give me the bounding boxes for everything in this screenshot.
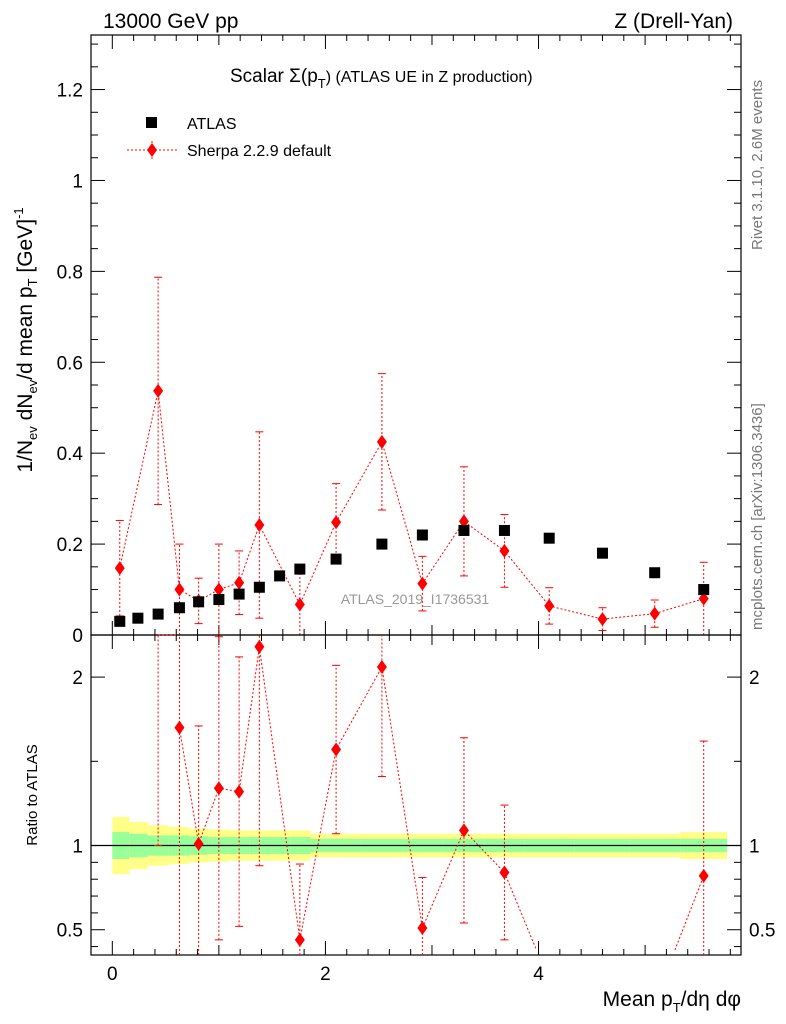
atlas-point xyxy=(253,581,265,593)
atlas-point xyxy=(498,524,510,536)
legend-sherpa-marker xyxy=(147,143,157,157)
ylabel-d: [GeV] xyxy=(14,219,37,279)
ylabel-sup: -1 xyxy=(11,207,26,219)
atlas-point xyxy=(698,584,710,596)
main-ytick-label: 1.2 xyxy=(57,81,83,102)
atlas-point xyxy=(596,547,608,559)
atlas-point xyxy=(543,532,555,544)
legend: ATLAS Sherpa 2.2.9 default xyxy=(127,116,332,160)
ratio-point xyxy=(294,932,305,947)
sherpa-point xyxy=(331,515,342,530)
atlas-point xyxy=(458,524,470,536)
sherpa-point xyxy=(254,518,265,532)
ratio-ylabel: Ratio to ATLAS xyxy=(24,744,41,845)
ratio-point xyxy=(417,921,428,936)
xlabel: Mean pT/dη dφ xyxy=(603,988,741,1015)
sherpa-point xyxy=(597,612,608,627)
xlabel-a: Mean p xyxy=(603,988,673,1011)
header-left: 13000 GeV pp xyxy=(103,10,238,33)
mcplots-label: mcplots.cern.ch [arXiv:1306.3436] xyxy=(749,403,766,630)
sherpa-point xyxy=(114,561,125,576)
atlas-point xyxy=(114,615,126,627)
atlas-point xyxy=(416,529,428,541)
sherpa-point xyxy=(649,606,660,621)
atlas-point xyxy=(376,538,388,550)
xlabel-b: /dη dφ xyxy=(681,988,741,1011)
atlas-point xyxy=(213,594,225,606)
legend-atlas-marker xyxy=(146,117,157,128)
analysis-watermark: ATLAS_2019_I1736531 xyxy=(341,591,490,607)
atlas-point xyxy=(649,567,661,579)
legend-sherpa-label: Sherpa 2.2.9 default xyxy=(187,143,332,160)
main-ytick-label: 1 xyxy=(72,171,83,192)
ylabel-t: T xyxy=(25,278,40,286)
ratio-point xyxy=(458,823,469,838)
ratio-ytick-label-right: 1 xyxy=(749,837,760,858)
xtick-label: 4 xyxy=(533,964,544,985)
sherpa-point xyxy=(376,434,387,449)
main-panel: 0 0.2 0.4 0.6 0.8 1 1.2 xyxy=(57,34,742,647)
ratio-line xyxy=(178,646,505,940)
main-ylabel: 1/Nev dNev/d mean pT [GeV]-1 xyxy=(11,207,40,472)
rivet-label: Rivet 3.1.10, 2.6M events xyxy=(749,80,766,250)
ratio-point xyxy=(254,639,265,654)
ratio-point xyxy=(376,660,387,674)
sherpa-point xyxy=(234,575,245,590)
ylabel-ev1: ev xyxy=(25,426,40,440)
ylabel-b: dN xyxy=(14,394,37,427)
ratio-point xyxy=(174,720,185,735)
title-pre: Scalar Σ(p xyxy=(230,66,318,87)
ratio-point xyxy=(193,836,204,851)
main-ytick-label: 0.2 xyxy=(57,535,83,556)
sherpa-point xyxy=(499,543,510,558)
main-ytick-label: 0.6 xyxy=(57,353,83,374)
ratio-point xyxy=(331,742,342,757)
sherpa-point xyxy=(294,597,305,612)
atlas-point xyxy=(294,563,306,575)
ratio-point xyxy=(234,784,245,799)
main-ytick-label: 0.4 xyxy=(57,444,84,465)
atlas-point xyxy=(233,588,245,600)
sherpa-point xyxy=(544,598,555,613)
ratio-point xyxy=(499,865,510,880)
xtick-label: 0 xyxy=(107,964,118,985)
atlas-point xyxy=(330,553,342,565)
atlas-point xyxy=(193,596,205,608)
main-ytick-label: 0.8 xyxy=(57,262,83,283)
sherpa-point xyxy=(417,576,428,591)
atlas-point xyxy=(274,570,286,582)
legend-atlas-label: ATLAS xyxy=(187,116,237,133)
sherpa-line xyxy=(119,390,704,620)
xtick-label: 2 xyxy=(320,964,331,985)
sherpa-point xyxy=(698,591,709,606)
sherpa-point xyxy=(213,582,224,597)
ratio-point xyxy=(698,868,709,883)
ylabel-a: 1/N xyxy=(14,440,37,473)
header-right: Z (Drell-Yan) xyxy=(614,10,733,33)
ratio-ytick-label: 1 xyxy=(72,837,83,858)
ylabel-ev2: ev xyxy=(25,379,40,393)
title-sub: T xyxy=(318,76,326,91)
ratio-ytick-label: 0.5 xyxy=(57,921,83,942)
atlas-point xyxy=(132,612,144,624)
ratio-frame xyxy=(90,634,742,956)
ratio-line-segment xyxy=(674,875,705,951)
ratio-ytick-label-right: 0.5 xyxy=(749,921,775,942)
ratio-line-segment xyxy=(503,872,537,951)
ratio-panel: 0 2 4 0.5 0.5 1 1 2 2 xyxy=(57,634,775,985)
ratio-ytick-label: 2 xyxy=(72,668,83,689)
atlas-point xyxy=(152,608,164,620)
ratio-point xyxy=(213,781,224,796)
plot-title: Scalar Σ(pT) (ATLAS UE in Z production) xyxy=(230,66,533,91)
sherpa-point xyxy=(153,383,164,398)
main-ytick-label: 0 xyxy=(72,626,83,647)
atlas-point xyxy=(173,602,185,614)
title-post: ) (ATLAS UE in Z production) xyxy=(326,69,533,86)
sherpa-point xyxy=(458,514,469,529)
xlabel-t: T xyxy=(673,1000,681,1015)
ylabel-c: /d mean p xyxy=(14,286,37,379)
ratio-ytick-label-right: 2 xyxy=(749,668,760,689)
sherpa-point xyxy=(174,582,185,597)
